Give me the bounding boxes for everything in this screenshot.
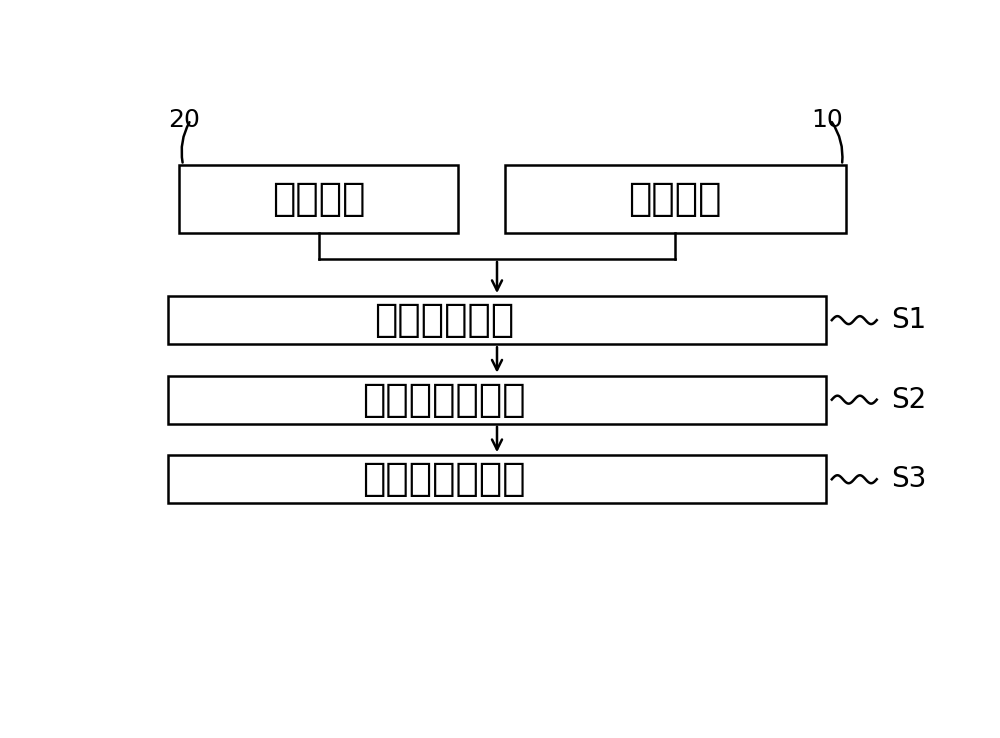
Bar (168, 376, 826, 424)
Text: 相对斜向配置: 相对斜向配置 (374, 301, 514, 339)
Bar (179, 165, 458, 233)
Text: 触控面板: 触控面板 (629, 180, 722, 218)
Bar (168, 455, 826, 503)
Text: S2: S2 (891, 386, 926, 414)
Text: 接触元件: 接触元件 (272, 180, 366, 218)
Text: 10: 10 (811, 108, 843, 132)
Text: S1: S1 (891, 306, 926, 334)
Text: 相互接近的平移: 相互接近的平移 (362, 381, 526, 418)
Text: S3: S3 (891, 465, 926, 493)
Bar (168, 296, 826, 344)
Text: 20: 20 (168, 108, 200, 132)
Text: 相互触压至分离: 相互触压至分离 (362, 461, 526, 498)
Bar (505, 165, 846, 233)
